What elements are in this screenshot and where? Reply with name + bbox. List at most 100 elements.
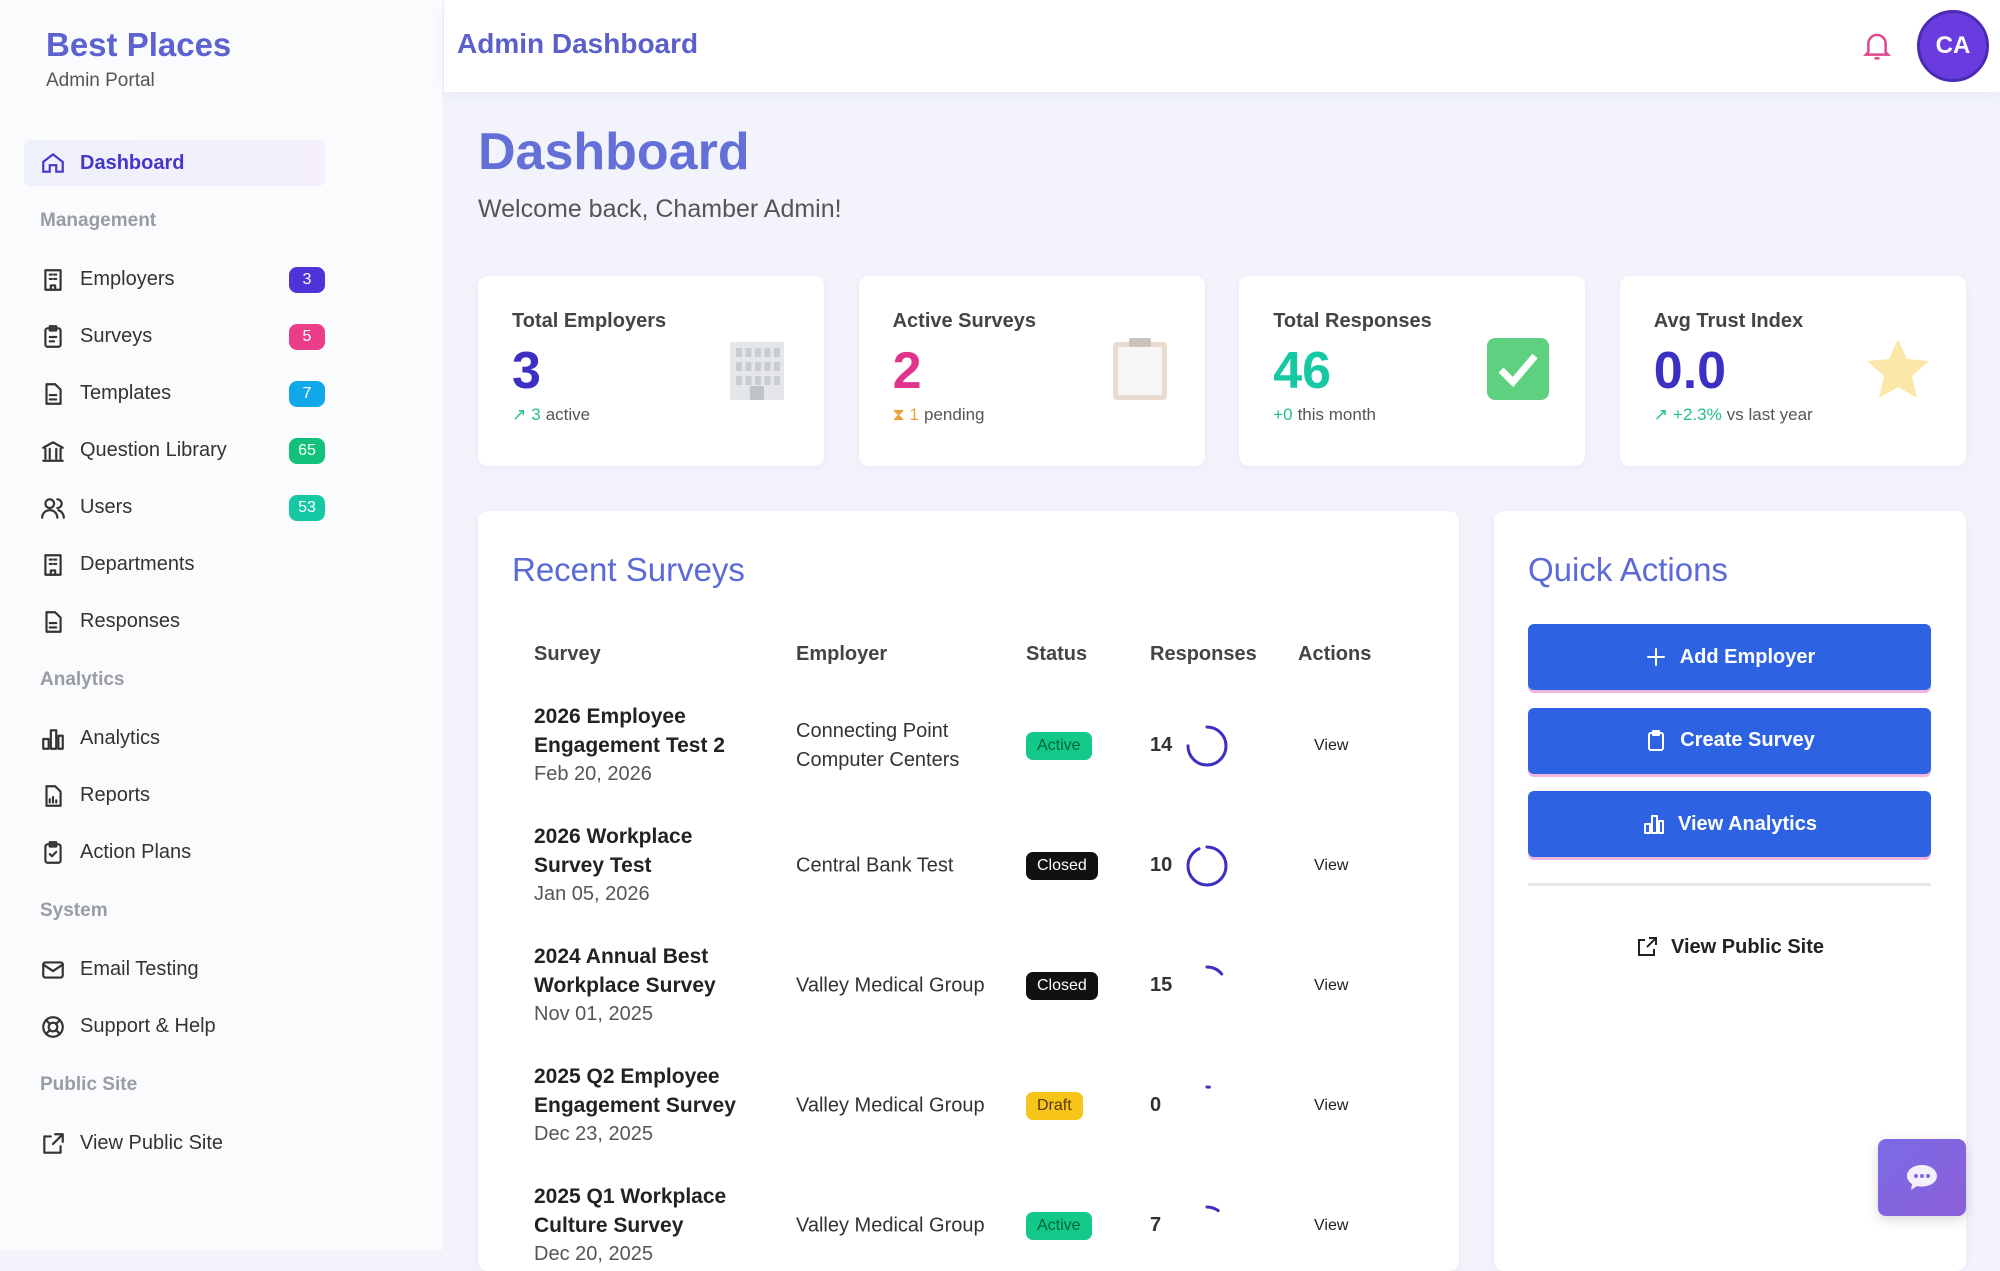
note-text: this month xyxy=(1297,405,1377,424)
welcome: Welcome back, Chamber Admin! xyxy=(478,195,842,223)
nav-item[interactable]: Surveys 5 xyxy=(24,308,325,365)
status-badge: Active xyxy=(1026,732,1092,760)
status-badge: Active xyxy=(1026,1212,1092,1240)
nav-label: Analytics xyxy=(80,727,161,749)
icon xyxy=(44,840,62,864)
icon xyxy=(43,1132,64,1154)
nav-label: Templates xyxy=(80,382,172,404)
survey-date: Jan 05, 2026 xyxy=(534,883,650,905)
nav-label: Responses xyxy=(80,610,181,632)
icon xyxy=(45,784,62,807)
survey-title: 2024 Annual Best Workplace Survey xyxy=(534,945,716,997)
panel-title: Recent Surveys xyxy=(512,551,745,588)
nav-item[interactable]: Action Plans xyxy=(24,824,325,881)
header: Admin Dashboard CA xyxy=(444,0,2000,92)
icon xyxy=(1646,648,1665,666)
clipboard-icon xyxy=(1112,338,1167,400)
nav-heading: System xyxy=(40,900,108,921)
icon xyxy=(42,1015,64,1038)
nav-label: View Public Site xyxy=(80,1132,224,1154)
employer: Connecting Point Computer Centers xyxy=(796,720,960,771)
progress-ring xyxy=(1186,845,1228,887)
table-header: Actions xyxy=(1298,643,1372,665)
nav-item[interactable]: Departments xyxy=(24,536,325,593)
responses: 7 xyxy=(1150,1214,1162,1236)
check-icon xyxy=(1487,338,1550,400)
building-icon xyxy=(730,342,784,400)
action-button[interactable]: Add Employer xyxy=(1528,624,1931,690)
nav-label: Reports xyxy=(80,784,151,806)
nav-item[interactable]: Templates 7 xyxy=(24,365,325,422)
icon xyxy=(44,268,62,291)
action-button[interactable]: Create Survey xyxy=(1528,707,1931,774)
nav-badge: 53 xyxy=(289,494,325,521)
nav-item[interactable]: Question Library 65 xyxy=(24,422,325,479)
divider xyxy=(1528,883,1931,886)
nav-item[interactable]: Analytics xyxy=(24,710,325,767)
sidebar: Best Places Admin Portal Dashboard Manag… xyxy=(0,0,444,1250)
link-label: View Public Site xyxy=(1670,935,1825,958)
stat-value: 46 xyxy=(1273,342,1332,400)
public-link[interactable]: View Public Site xyxy=(1528,931,1931,963)
stat-value: 0.0 xyxy=(1653,342,1727,400)
bell-icon[interactable] xyxy=(1862,30,1892,62)
note-value: 3 xyxy=(531,405,541,424)
view-action[interactable]: View xyxy=(1314,977,1349,994)
survey-date: Dec 20, 2025 xyxy=(534,1243,653,1265)
nav-item[interactable]: Reports xyxy=(24,767,325,824)
status-badge: Closed xyxy=(1026,852,1098,880)
survey-cell: 2024 Annual Best Workplace Survey Nov 01,… xyxy=(534,942,754,1028)
icon xyxy=(1644,815,1665,834)
responses: 15 xyxy=(1150,974,1173,996)
star-icon xyxy=(1866,339,1929,398)
table-header: Status xyxy=(1026,643,1088,665)
chat-button[interactable] xyxy=(1878,1139,1966,1216)
stat-card: Total Responses 46 +0 this month xyxy=(1239,276,1586,466)
nav-badge: 3 xyxy=(289,266,325,293)
nav-badge: 65 xyxy=(289,437,325,464)
table-header: Survey xyxy=(534,643,601,665)
employer: Valley Medical Group xyxy=(796,1094,985,1117)
stat-note: ⧗ 1 pending xyxy=(893,405,1171,425)
nav-badge: 7 xyxy=(289,380,325,407)
progress-ring xyxy=(1186,965,1228,1007)
responses: 14 xyxy=(1150,734,1173,756)
nav-item[interactable]: Dashboard xyxy=(24,140,325,186)
avatar[interactable]: CA xyxy=(1917,10,1989,82)
survey-title: 2026 Workplace Survey Test xyxy=(534,825,693,877)
nav-label: Departments xyxy=(80,553,195,575)
note-value: +0 xyxy=(1273,405,1293,424)
note-icon: ↗ xyxy=(1653,405,1669,424)
survey-cell: 2026 Employee Engagement Test 2 Feb 20, 2… xyxy=(534,702,754,788)
nav-label: Surveys xyxy=(80,325,153,347)
nav-label: Action Plans xyxy=(80,841,192,863)
nav-item[interactable]: View Public Site xyxy=(24,1115,325,1172)
stat-label: Total Responses xyxy=(1273,310,1432,332)
nav-item[interactable]: Email Testing xyxy=(24,941,325,998)
action-button[interactable]: View Analytics xyxy=(1528,791,1931,857)
nav-item[interactable]: Employers 3 xyxy=(24,251,325,308)
view-action[interactable]: View xyxy=(1314,1217,1349,1234)
nav-label: Email Testing xyxy=(80,958,199,980)
status-badge: Closed xyxy=(1026,972,1098,1000)
responses: 10 xyxy=(1150,854,1173,876)
table-header: Employer xyxy=(796,643,888,665)
nav-item[interactable]: Support & Help xyxy=(24,998,325,1055)
note-text: vs last year xyxy=(1726,405,1813,424)
progress-ring xyxy=(1186,1205,1228,1247)
employer: Central Bank Test xyxy=(796,854,954,877)
view-action[interactable]: View xyxy=(1314,737,1349,754)
survey-title: 2026 Employee Engagement Test 2 xyxy=(534,705,725,757)
nav-heading: Management xyxy=(40,210,157,231)
note-text: active xyxy=(545,405,591,424)
nav-label: Dashboard xyxy=(80,151,185,174)
panel-title: Quick Actions xyxy=(1528,551,1728,588)
view-action[interactable]: View xyxy=(1314,857,1349,874)
nav-item[interactable]: Users 53 xyxy=(24,479,325,536)
survey-date: Dec 23, 2025 xyxy=(534,1123,653,1145)
nav-item[interactable]: Responses xyxy=(24,593,325,650)
view-action[interactable]: View xyxy=(1314,1097,1349,1114)
survey-title: 2025 Q1 Workplace Culture Survey xyxy=(534,1185,727,1237)
